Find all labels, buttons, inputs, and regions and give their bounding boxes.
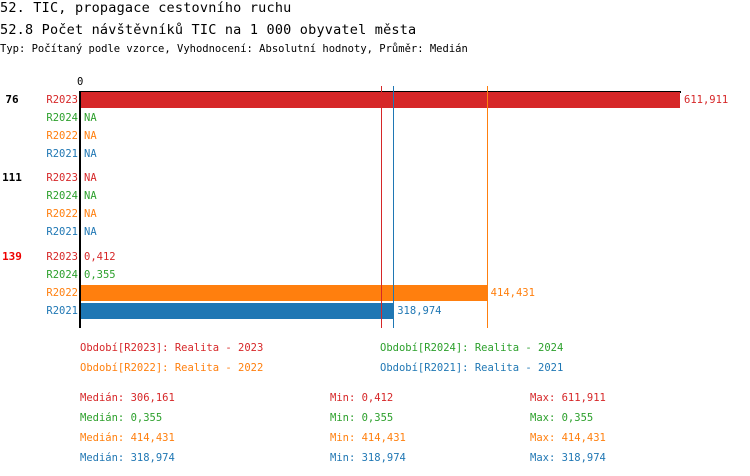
series-label: R2022 [46,130,78,142]
data-label: NA [84,226,97,238]
stat-median: Medián: 318,974 [80,452,175,464]
indicator-info: Typ: Počítaný podle vzorce, Vyhodnocení:… [0,43,468,55]
data-label: NA [84,148,97,160]
bar [81,92,680,108]
stat-min: Min: 414,431 [330,432,406,444]
axis-zero-label: 0 [77,76,84,88]
group-label: 139 [2,250,22,263]
data-label: 611,911 [684,94,729,106]
stat-median: Medián: 0,355 [80,412,163,424]
median-line [393,86,394,328]
stat-median: Medián: 414,431 [80,432,175,444]
data-label: NA [84,172,97,184]
legend-item: Období[R2021]: Realita - 2021 [380,362,564,374]
data-label: NA [84,190,97,202]
group-label: 111 [2,171,22,184]
data-label: 318,974 [397,305,442,317]
stat-max: Max: 611,911 [530,392,606,404]
bar [81,303,394,319]
data-label: 0,412 [84,251,116,263]
stat-min: Min: 0,412 [330,392,394,404]
series-label: R2023 [46,251,78,263]
series-label: R2022 [46,208,78,220]
series-label: R2021 [46,226,78,238]
stat-min: Min: 318,974 [330,452,406,464]
group-label: 76 [5,93,19,106]
stat-max: Max: 318,974 [530,452,606,464]
series-label: R2023 [46,94,78,106]
series-label: R2022 [46,287,78,299]
stat-max: Max: 414,431 [530,432,606,444]
series-label: R2021 [46,148,78,160]
legend-item: Období[R2024]: Realita - 2024 [380,342,564,354]
legend-item: Období[R2022]: Realita - 2022 [80,362,264,374]
series-label: R2024 [46,190,78,202]
data-label: 0,355 [84,269,116,281]
indicator-title: 52.8 Počet návštěvníků TIC na 1 000 obyv… [0,22,417,38]
legend-item: Období[R2023]: Realita - 2023 [80,342,264,354]
bar-chart: 0 76 R2023 611,911 R2024 NA R2022 NA R2021 NA 111 R… [2,76,729,328]
stat-median: Medián: 306,161 [80,392,175,404]
stat-min: Min: 0,355 [330,412,394,424]
median-line [381,86,382,328]
median-line [487,86,488,328]
data-label: 414,431 [490,287,535,299]
series-label: R2024 [46,269,78,281]
zero-axis-line [79,91,81,328]
series-label: R2023 [46,172,78,184]
series-label: R2024 [46,112,78,124]
data-label: NA [84,208,97,220]
data-label: NA [84,112,97,124]
series-label: R2021 [46,305,78,317]
page-title: 52. TIC, propagace cestovního ruchu [0,0,292,16]
data-label: NA [84,130,97,142]
bar [81,285,487,301]
stat-max: Max: 0,355 [530,412,594,424]
